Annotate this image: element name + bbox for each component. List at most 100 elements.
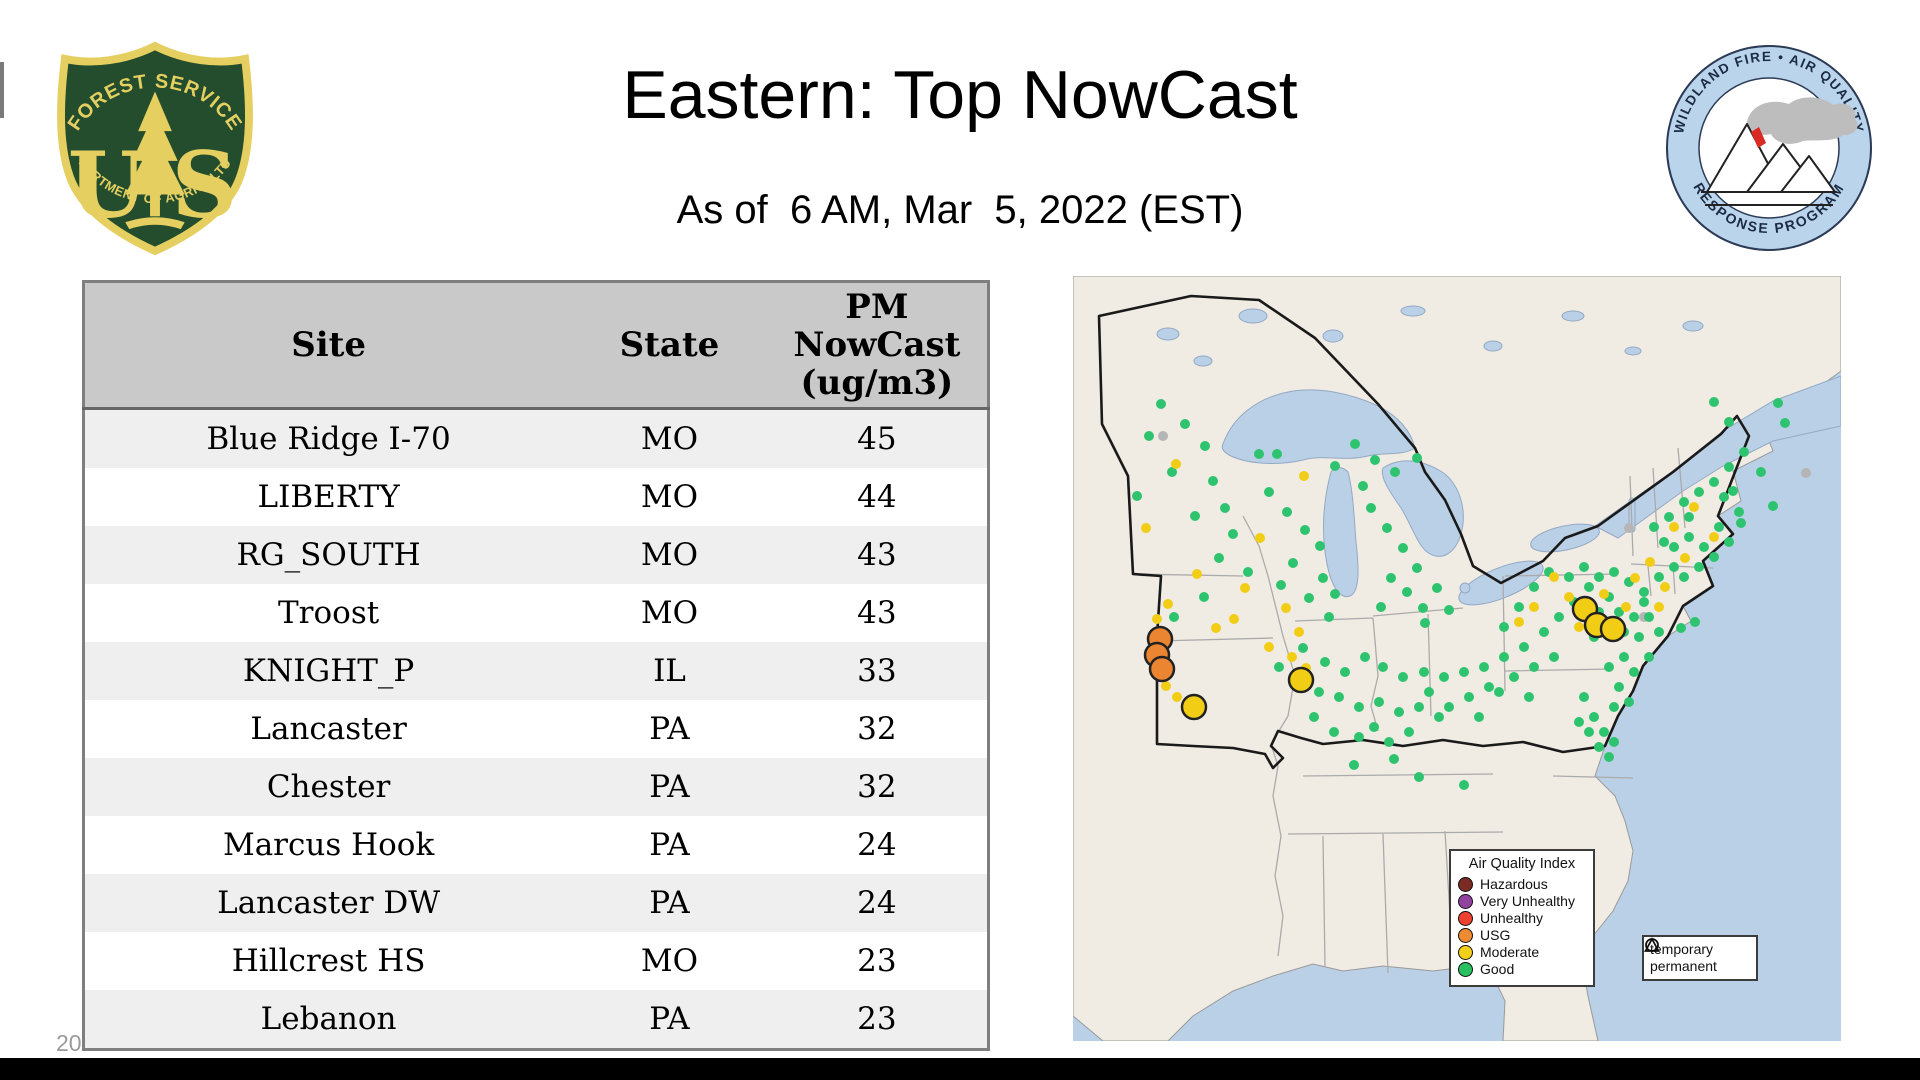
green-dot [1554,612,1564,622]
green-dot [1369,722,1379,732]
yellow-dot [1172,692,1182,702]
green-dot [1494,687,1504,697]
green-dot [1274,662,1284,672]
yellow-dot [1574,622,1584,632]
green-dot [1300,525,1310,535]
aqi-legend-label: Very Unhealthy [1480,893,1575,909]
green-dot [1654,572,1664,582]
land-mass [1073,276,1841,1041]
green-dot [1579,562,1589,572]
green-dot [1649,522,1659,532]
green-dot [1714,522,1724,532]
green-dot [1132,491,1142,501]
table-header-row: Site State PM NowCast (ug/m3) [83,281,989,410]
green-dot [1282,507,1292,517]
green-dot [1780,418,1790,428]
green-dot [1634,632,1644,642]
green-dot [1243,567,1253,577]
green-dot [1340,667,1350,677]
green-dot [1264,487,1274,497]
yellow-dot [1255,533,1265,543]
green-dot [1418,603,1428,613]
green-dot [1549,652,1559,662]
green-dot [1220,503,1230,513]
nowcast-table: Site State PM NowCast (ug/m3) Blue Ridge… [82,280,990,1051]
yellow-dot [1621,602,1631,612]
green-dot [1564,572,1574,582]
green-dot [1318,573,1328,583]
green-dot [1334,692,1344,702]
table-row: RG_SOUTH MO 43 [83,526,989,584]
green-dot [1402,587,1412,597]
green-dot [1272,449,1282,459]
green-dot [1574,717,1584,727]
green-dot [1169,612,1179,622]
aqi-swatch-good [1458,962,1473,977]
col-header-pm: PM NowCast (ug/m3) [766,281,989,410]
green-dot [1589,712,1599,722]
yellow-dot [1599,589,1609,599]
green-dot [1378,662,1388,672]
green-dot [1420,618,1430,628]
marker-type-legend: temporary permanent [1642,935,1758,981]
green-dot [1599,727,1609,737]
green-dot [1719,492,1729,502]
green-dot [1669,542,1679,552]
table-row: KNIGHT_P IL 33 [83,642,989,700]
green-dot [1529,582,1539,592]
monitor-dots [1132,397,1811,790]
green-dot [1629,612,1639,622]
green-dot [1724,462,1734,472]
green-dot [1199,592,1209,602]
green-dot [1384,737,1394,747]
smoke-icon [1747,97,1858,144]
yellow-dot [1152,614,1162,624]
big-yellow-dot [1599,615,1627,643]
yellow-dot [1630,573,1640,583]
green-dot [1684,532,1694,542]
yellow-dot [1264,642,1274,652]
col-header-state: State [572,281,767,410]
green-dot [1434,712,1444,722]
green-dot [1382,523,1392,533]
green-dot [1639,597,1649,607]
green-dot [1190,511,1200,521]
aqi-legend-entry: Good [1458,961,1586,978]
aqi-legend-label: Good [1480,961,1515,977]
green-dot [1324,612,1334,622]
green-dot [1690,617,1700,627]
table-row: Hillcrest HS MO 23 [231,943,897,979]
green-dot [1374,697,1384,707]
table-row: Lancaster DW PA 24 [83,874,989,932]
green-dot [1459,667,1469,677]
yellow-dot [1287,652,1297,662]
green-dot [1298,643,1308,653]
green-dot [1320,657,1330,667]
gray-dot [1624,523,1634,533]
table-row: Chester PA 32 [83,758,989,816]
green-dot [1629,667,1639,677]
green-dot [1444,605,1454,615]
gray-dot [1801,468,1811,478]
green-dot [1288,558,1298,568]
mountains-icon [1701,123,1837,206]
green-dot [1386,573,1396,583]
yellow-dot [1529,602,1539,612]
green-dot [1509,672,1519,682]
green-dot [1684,512,1694,522]
temporary-label: temporary [1650,941,1714,957]
green-dot [1412,563,1422,573]
yellow-dot [1281,603,1291,613]
green-dot [1594,572,1604,582]
yellow-dot [1645,557,1655,567]
green-dot [1604,662,1614,672]
green-dot [1167,467,1177,477]
green-dot [1228,529,1238,539]
green-dot [1389,754,1399,764]
aqi-legend-entry: Hazardous [1458,876,1586,893]
aqi-legend-entry: Moderate [1458,944,1586,961]
green-dot [1584,727,1594,737]
green-dot [1459,780,1469,790]
yellow-dot [1171,459,1181,469]
green-dot [1644,652,1654,662]
